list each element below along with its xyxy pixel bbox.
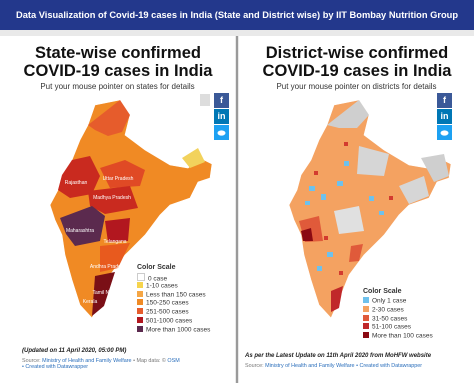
map-label: Kerala [83,299,98,305]
map-label: Madhya Pradesh [93,195,131,201]
divider [236,36,238,383]
legend-item: More than 100 cases [363,332,433,341]
panel-subtitle: Put your mouse pointer on states for det… [40,82,195,91]
twitter-button[interactable] [437,125,452,140]
header-title: Data Visualization of Covid-19 cases in … [0,0,474,30]
update-note: As per the Latest Update on 11th April 2… [245,353,432,359]
updated-note: (Updated on 11 April 2020, 05:00 PM) [22,348,127,354]
legend-item: 1-10 cases [137,281,210,291]
linkedin-button[interactable]: in [214,109,229,124]
legend-label: 0 case [148,275,168,283]
map-label: Andhra Pradesh [90,264,126,270]
source-prefix: Source: [245,363,264,369]
legend-label: 2-30 cases [372,306,404,314]
state-labels: Rajasthan Uttar Pradesh Madhya Pradesh M… [65,176,134,305]
legend-label: 51-100 cases [372,323,412,331]
district-map [288,99,452,319]
linkedin-button[interactable]: in [437,109,452,124]
legend-label: More than 1000 cases [146,326,211,334]
source: Source: Ministry of Health and Family We… [22,358,180,370]
scroll-box [200,94,210,106]
datawrapper-link[interactable]: • Created with Datawrapper [22,364,89,370]
datawrapper-link[interactable]: • Created with Datawrapper [356,363,423,369]
legend-label: 1-10 cases [146,282,178,290]
map-label: Maharashtra [66,228,94,234]
source-link[interactable]: Ministry of Health and Family Welfare [265,363,355,369]
source-link[interactable]: Ministry of Health and Family Welfare [42,358,132,364]
state-map: Rajasthan Uttar Pradesh Madhya Pradesh M… [49,99,213,319]
legend-item: Less than 150 cases [137,290,210,300]
legend-item: 251-500 cases [137,308,210,317]
legend-item: 150-250 cases [137,299,210,308]
legend-label: Less than 150 cases [146,291,206,299]
legend: Color Scale Only 1 case 2-30 cases 31-50… [363,288,433,341]
left-panel: State-wise confirmed COVID-19 cases in I… [0,36,235,383]
legend-item: More than 1000 cases [137,325,211,335]
legend-title: Color Scale [137,264,176,271]
right-panel: District-wise confirmed COVID-19 cases i… [239,36,474,383]
panel-subtitle: Put your mouse pointer on districts for … [276,82,437,91]
legend-label: Only 1 case [372,297,407,305]
legend-label: 251-500 cases [146,308,189,316]
source: Source: Ministry of Health and Family We… [245,363,422,369]
panel-title: District-wise confirmed COVID-19 cases i… [262,44,452,80]
legend-item: 31-50 cases [363,314,433,324]
facebook-button[interactable]: f [214,93,229,108]
legend-title: Color Scale [363,288,402,295]
facebook-button[interactable]: f [437,93,452,108]
legend-label: 501-1000 cases [146,317,193,325]
map-label: Rajasthan [65,180,88,186]
legend-label: 150-250 cases [146,299,189,307]
legend-item: 0 case [137,273,210,283]
map-label: Uttar Pradesh [103,176,134,182]
map-data: • Map data: © [133,358,166,364]
map-label: Telangana [103,239,126,245]
osm-link[interactable]: OSM [167,358,180,364]
legend: Color Scale 0 case 1-10 cases Less than … [137,264,210,335]
twitter-button[interactable] [214,125,229,140]
legend-item: 501-1000 cases [137,316,210,326]
legend-item: 2-30 cases [363,305,433,315]
legend-label: 31-50 cases [372,315,408,323]
legend-label: More than 100 cases [372,332,433,340]
source-prefix: Source: [22,358,41,364]
panel-title: State-wise confirmed COVID-19 cases in I… [23,44,213,80]
map-label: Tamil Nadu [92,290,117,296]
legend-item: Only 1 case [363,297,433,306]
legend-item: 51-100 cases [363,323,433,332]
